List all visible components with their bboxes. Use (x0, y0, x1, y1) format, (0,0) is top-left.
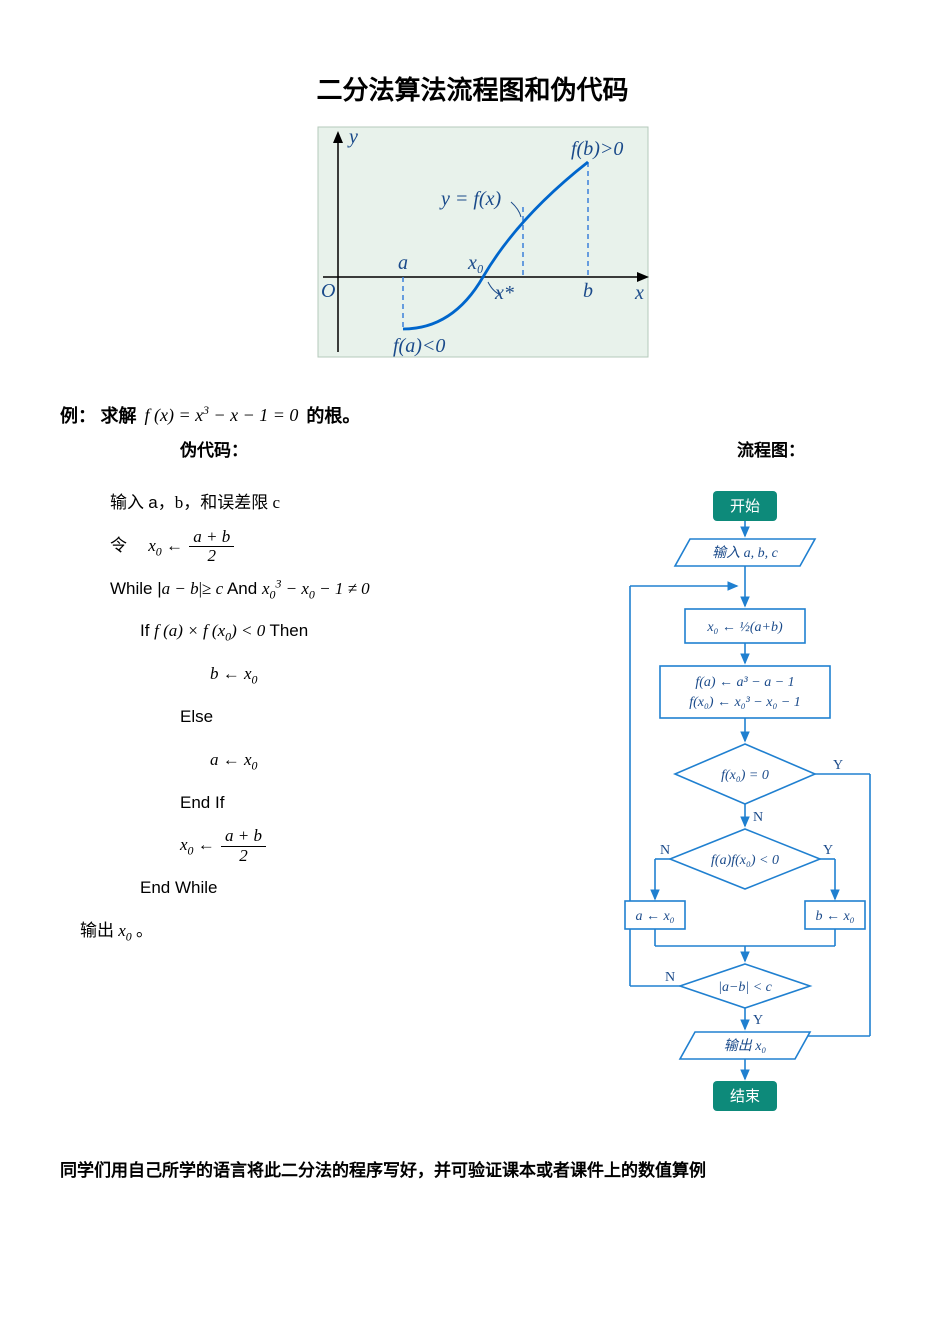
fc-a: a ← x₀ (635, 909, 674, 924)
example-suffix: 的根。 (306, 402, 360, 428)
pc-l1a: 输入 (110, 493, 148, 512)
pc-l4a: If (140, 621, 154, 640)
pc-l2den: 2 (189, 547, 234, 566)
pc-l2num: a + b (189, 528, 234, 548)
fc-dec2: f(a)f(x₀) < 0 (711, 853, 779, 868)
pc-l3c: |≥ (199, 579, 216, 598)
label-pseudo: 伪代码： (180, 436, 248, 461)
fc-x0: x₀ ← ½(a+b) (706, 620, 783, 635)
fc-dec1: f(x₀) = 0 (721, 768, 769, 783)
label-a: a (398, 252, 408, 274)
example-prefix: 例： 求解 (60, 402, 137, 428)
pc-l2arrow: ← (166, 536, 187, 555)
pc-l5: b ← x0 (210, 664, 258, 683)
pc-l7: a ← x0 (210, 750, 258, 769)
pc-l9lhs: x0 ← (180, 835, 219, 854)
pc-l10: End While (140, 878, 217, 897)
pc-l11c: 。 (136, 921, 153, 940)
pc-l4b: f (a) × f (x0) < 0 (154, 621, 265, 640)
pc-l9num: a + b (221, 827, 266, 847)
pc-l11b: x0 (118, 921, 132, 940)
label-b: b (583, 280, 593, 302)
pc-l9den: 2 (221, 847, 266, 866)
axis-y-label: y (347, 126, 358, 148)
pc-l11a: 输出 (80, 921, 118, 940)
origin-label: O (321, 280, 335, 302)
pc-l2sub: 0 (156, 544, 162, 558)
axis-x-label: x (634, 282, 644, 304)
fc-y2: Y (823, 843, 833, 858)
fc-n2: N (660, 843, 670, 858)
pc-l2a: 令 (110, 536, 127, 555)
label-fa: f(a)<0 (393, 335, 445, 357)
section-labels: 伪代码： 流程图： (180, 436, 805, 461)
example-line: 例： 求解 f (x) = x3 − x − 1 = 0 的根。 (60, 402, 885, 428)
fc-fa: f(a) ← a³ − a − 1 (695, 675, 794, 690)
pc-l1b: a (148, 493, 157, 512)
flowchart: 开始 输入 a, b, c x₀ ← ½(a+b) f(a) ← a³ − a … (605, 481, 885, 1126)
label-x0: x₀ (467, 252, 484, 274)
pc-l6: Else (180, 707, 213, 726)
fc-start: 开始 (730, 498, 760, 515)
fc-fx0c: f(x₀) ← x₀³ − x₀ − 1 (689, 695, 801, 710)
pc-l4c: Then (269, 621, 308, 640)
function-graph: y x O a x₀ x* b y = f(x) f(b)>0 f(a)<0 (60, 117, 885, 382)
label-fb: f(b)>0 (571, 138, 623, 160)
pc-l3a: While | (110, 579, 162, 598)
fc-b: b ← x₀ (815, 909, 854, 924)
fc-y3: Y (753, 1013, 763, 1028)
fc-y1: Y (833, 758, 843, 773)
label-yfx: y = f(x) (439, 188, 501, 210)
footer-note: 同学们用自己所学的语言将此二分法的程序写好，并可验证课本或者课件上的数值算例 (60, 1156, 885, 1181)
pseudocode-block: 输入 a，b，和误差限 c 令 x0 ← a + b2 While |a − b… (60, 481, 575, 954)
fc-n3: N (665, 970, 675, 985)
pc-l2lhs: x (148, 536, 156, 555)
example-formula: f (x) = x3 − x − 1 = 0 (145, 404, 299, 426)
pc-l3b: a − b (162, 579, 199, 598)
pc-l8: End If (180, 793, 224, 812)
page-title: 二分法算法流程图和伪代码 (60, 70, 885, 107)
fc-out: 输出 x₀ (724, 1038, 767, 1054)
pc-l1c: ，b，和误差限 c (158, 493, 280, 512)
fc-n1: N (753, 810, 763, 825)
pc-l3e: And (223, 579, 262, 598)
fc-dec3: |a−b| < c (718, 980, 773, 995)
fc-input: 输入 a, b, c (712, 545, 778, 561)
pc-l3f: x03 − x0 − 1 ≠ 0 (262, 579, 370, 598)
label-flow: 流程图： (737, 436, 805, 461)
fc-end: 结束 (730, 1088, 760, 1105)
